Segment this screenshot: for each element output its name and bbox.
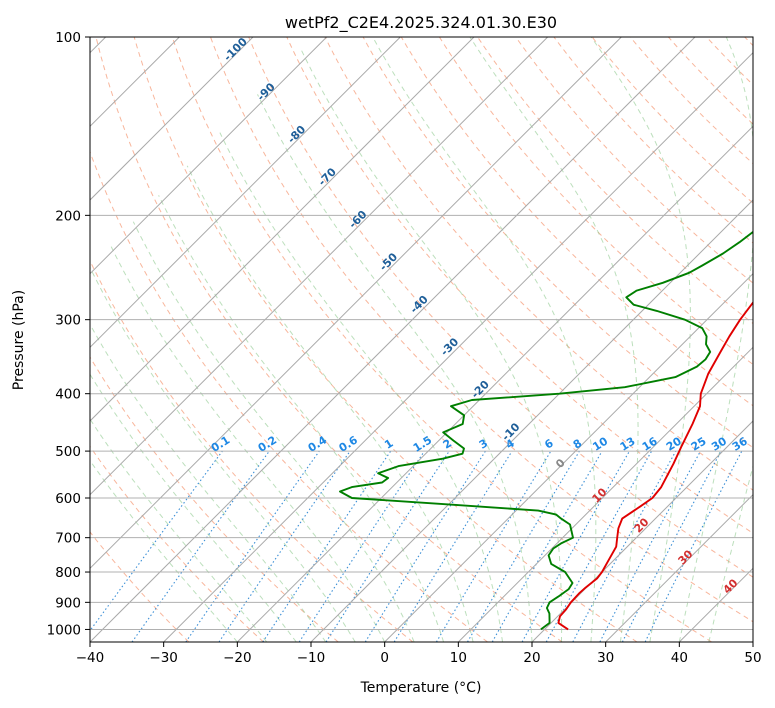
- isotherm-line: [163, 51, 753, 642]
- dry-adiabat-line: [438, 37, 753, 365]
- isotherm-line: [236, 125, 753, 642]
- y-tick-label: 400: [55, 387, 81, 403]
- moist-adiabat-line: [90, 373, 297, 642]
- dry-adiabat-line: [90, 259, 414, 642]
- x-tick-label: 40: [671, 650, 688, 666]
- x-tick-label: 20: [523, 650, 540, 666]
- moist-adiabat-line: [90, 267, 356, 642]
- moist-adiabat-line: [90, 418, 268, 642]
- x-tick-label: 50: [744, 650, 761, 666]
- sounding-series: [339, 230, 753, 631]
- dry-adiabat-line: [400, 37, 753, 407]
- isotherm-line: [90, 37, 475, 422]
- moist-adiabat-line: [132, 221, 415, 642]
- y-tick-label: 800: [55, 565, 81, 581]
- y-tick-label: 1000: [47, 622, 81, 638]
- grid-lines: [90, 37, 753, 642]
- mixing-ratio-line: [218, 450, 351, 642]
- mixing-ratio-line: [325, 450, 450, 642]
- isotherm-line: [90, 37, 328, 275]
- isotherm-line: [310, 199, 753, 642]
- moist-adiabat-line: [469, 37, 639, 642]
- isotherm-line: [90, 37, 622, 570]
- moist-adiabat-line: [186, 165, 474, 642]
- mixing-ratio-line: [262, 450, 392, 642]
- y-tick-label: 500: [55, 444, 81, 460]
- isotherm-line: [90, 37, 254, 201]
- dewpoint-line: [339, 230, 753, 631]
- y-tick-label: 700: [55, 531, 81, 547]
- dry-adiabat-line: [90, 531, 190, 642]
- isotherm-line: [531, 420, 753, 642]
- isotherm-line: [384, 272, 753, 642]
- x-tick-label: −20: [223, 650, 252, 666]
- isotherm-line: [90, 37, 696, 642]
- isotherm-line: [90, 37, 549, 496]
- y-tick-label: 600: [55, 491, 81, 507]
- mixing-ratio-line: [298, 450, 425, 642]
- mixing-ratio-line: [644, 450, 743, 642]
- y-tick-label: 100: [55, 30, 81, 46]
- y-axis: 100 200 300 400 500 600 700 800 900 1000: [47, 30, 90, 638]
- x-tick-label: 10: [450, 650, 467, 666]
- y-tick-label: 300: [55, 313, 81, 329]
- mixing-ratio-line: [545, 450, 653, 642]
- x-tick-label: 30: [597, 650, 614, 666]
- moist-adiabat-line: [110, 245, 386, 642]
- dry-adiabat-line: [90, 356, 339, 642]
- moist-adiabat-line: [90, 323, 327, 642]
- mixing-ratio-line: [131, 450, 270, 642]
- dry-adiabat-line: [248, 37, 753, 578]
- x-tick-label: 0: [380, 650, 389, 666]
- x-axis: −40 −30 −20 −10 0 10 20 30 40 50: [76, 642, 762, 666]
- mixing-ratio-line: [90, 450, 223, 632]
- mixing-ratio-line: [393, 450, 513, 642]
- dry-adiabat-line: [133, 37, 638, 642]
- mixing-ratio-line: [572, 450, 677, 642]
- y-axis-title: Pressure (hPa): [11, 290, 27, 390]
- moist-adiabat-line: [300, 49, 563, 642]
- dry-adiabat-line: [95, 37, 563, 642]
- y-tick-label: 200: [55, 208, 81, 224]
- moist-adiabat-line: [590, 37, 691, 642]
- moist-adiabat-line: [372, 37, 597, 642]
- mixing-ratio-line: [185, 450, 320, 642]
- x-tick-label: −30: [149, 650, 178, 666]
- plot-frame: [89, 36, 754, 643]
- dry-adiabat-line: [324, 37, 753, 491]
- plot-background: [90, 37, 753, 642]
- temperature-line: [557, 301, 753, 631]
- chart-title: wetPf2_C2E4.2025.324.01.30.E30: [285, 13, 557, 33]
- mixing-ratio-line: [521, 450, 630, 642]
- dry-adiabat-line: [286, 37, 753, 534]
- y-tick-label: 900: [55, 595, 81, 611]
- isotherm-line: [90, 37, 401, 349]
- x-tick-label: −40: [76, 650, 105, 666]
- x-axis-title: Temperature (°C): [360, 680, 482, 696]
- isotherm-line: [457, 346, 753, 642]
- isotherm-line: [605, 493, 753, 642]
- x-tick-label: −10: [297, 650, 326, 666]
